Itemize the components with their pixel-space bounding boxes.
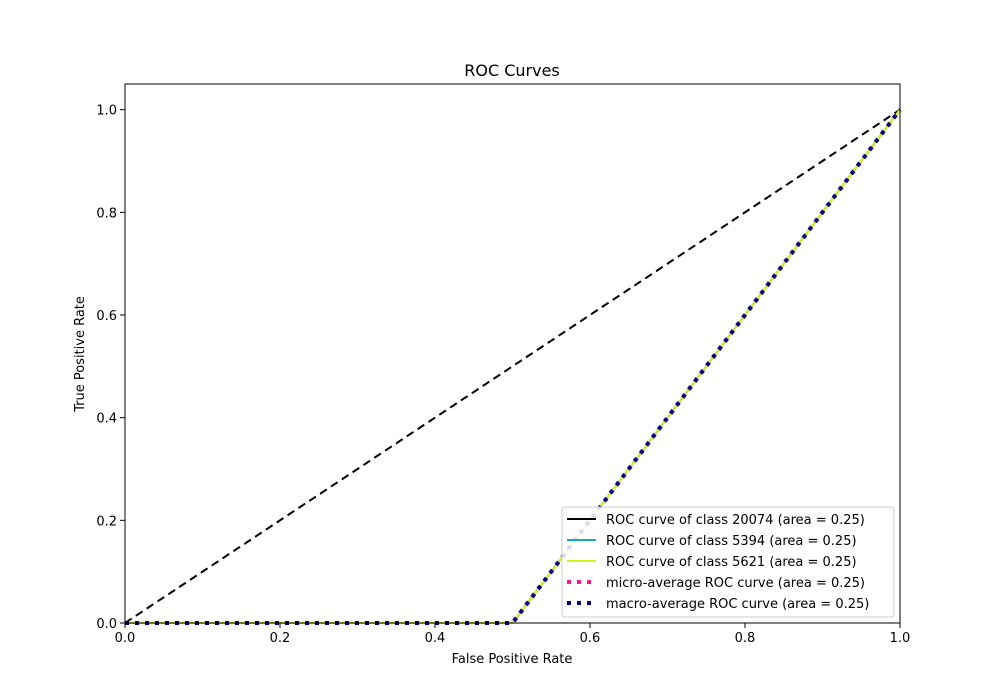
y-tick-label: 0.6 bbox=[96, 309, 117, 324]
legend-box bbox=[561, 506, 895, 618]
legend-label: macro-average ROC curve (area = 0.25) bbox=[606, 597, 869, 612]
axes-frame bbox=[124, 83, 901, 624]
y-tick-label: 1.0 bbox=[96, 104, 117, 119]
x-tick-label: 1.0 bbox=[890, 631, 911, 646]
x-tick-label: 0.2 bbox=[270, 631, 291, 646]
chance-diagonal-line bbox=[124, 108, 901, 624]
legend-label: ROC curve of class 5394 (area = 0.25) bbox=[606, 534, 857, 549]
y-tick-label: 0.8 bbox=[96, 206, 117, 221]
y-axis-ticks: 0.0 0.2 0.4 0.6 0.8 1.0 bbox=[96, 104, 125, 632]
y-tick-label: 0.4 bbox=[96, 412, 117, 427]
chart-title: ROC Curves bbox=[464, 61, 560, 80]
legend-label: ROC curve of class 5621 (area = 0.25) bbox=[606, 555, 857, 570]
y-tick-label: 0.0 bbox=[96, 617, 117, 632]
legend-label: ROC curve of class 20074 (area = 0.25) bbox=[606, 513, 865, 528]
x-tick-label: 0.4 bbox=[425, 631, 446, 646]
y-axis-label: True Positive Rate bbox=[73, 296, 88, 413]
x-axis-ticks: 0.0 0.2 0.4 0.6 0.8 1.0 bbox=[115, 623, 911, 646]
x-tick-label: 0.0 bbox=[115, 631, 136, 646]
y-tick-label: 0.2 bbox=[96, 514, 117, 529]
legend: ROC curve of class 20074 (area = 0.25) RO… bbox=[561, 506, 895, 618]
plot-area bbox=[124, 83, 902, 625]
legend-label: micro-average ROC curve (area = 0.25) bbox=[606, 576, 865, 591]
x-axis-label: False Positive Rate bbox=[452, 652, 573, 667]
x-tick-label: 0.8 bbox=[735, 631, 756, 646]
x-tick-label: 0.6 bbox=[580, 631, 601, 646]
